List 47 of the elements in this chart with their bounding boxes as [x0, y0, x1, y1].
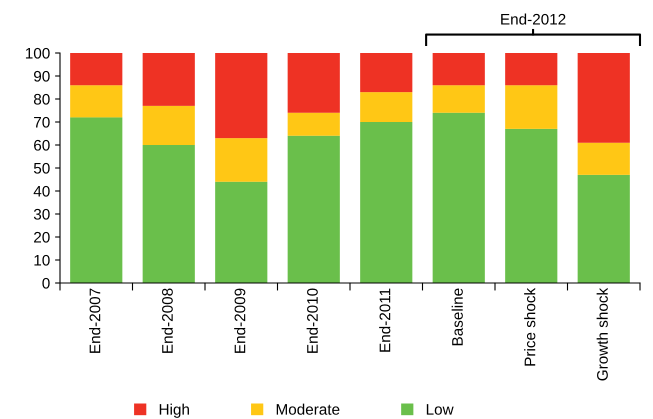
- x-tick-label: End-2008: [162, 288, 173, 353]
- x-tick-label: End-2010: [306, 288, 318, 353]
- bar: [288, 136, 340, 283]
- y-tick-label: 80: [34, 94, 50, 105]
- y-tick-label: 100: [26, 48, 50, 59]
- bar: [505, 85, 558, 129]
- x-tick-label: End-2011: [379, 288, 390, 352]
- bar: [505, 53, 558, 86]
- bar: [578, 174, 630, 283]
- bar: [360, 122, 412, 283]
- y-tick-label: 40: [34, 186, 50, 197]
- legend-label: Low: [426, 404, 454, 415]
- bar: [288, 53, 340, 113]
- bar: [70, 117, 122, 283]
- bar: [142, 53, 195, 106]
- x-tick-label: End-2009: [234, 288, 246, 353]
- bar: [432, 53, 485, 86]
- bar: [288, 112, 340, 136]
- bar: [432, 112, 485, 283]
- bar: [142, 106, 195, 145]
- y-tick-label: 90: [34, 70, 50, 82]
- y-tick-label: 60: [34, 140, 50, 151]
- bar: [70, 85, 122, 118]
- x-tick-label: End-2007: [89, 288, 100, 353]
- bar: [505, 128, 558, 283]
- bar: [360, 92, 412, 122]
- x-tick-label: Growth shock: [596, 288, 608, 380]
- y-tick-label: 0: [42, 278, 50, 289]
- bar: [215, 182, 268, 283]
- legend-label: High: [160, 404, 189, 418]
- bar: [70, 53, 122, 86]
- y-tick-label: 70: [34, 116, 50, 128]
- bar: [578, 142, 630, 175]
- bar: [215, 138, 268, 182]
- bar: [432, 85, 485, 113]
- y-tick-label: 50: [34, 162, 50, 174]
- x-tick-label: Baseline: [452, 288, 463, 346]
- bar: [142, 145, 195, 283]
- legend-label: Moderate: [276, 404, 340, 415]
- y-tick-label: 10: [34, 254, 50, 266]
- bar: [215, 53, 268, 138]
- y-tick-label: 20: [34, 232, 50, 243]
- bar: [360, 53, 412, 92]
- text: End-2012: [501, 13, 566, 25]
- y-tick-label: 30: [34, 208, 50, 220]
- x-tick-label: Price shock: [524, 288, 536, 366]
- bar: [578, 53, 630, 143]
